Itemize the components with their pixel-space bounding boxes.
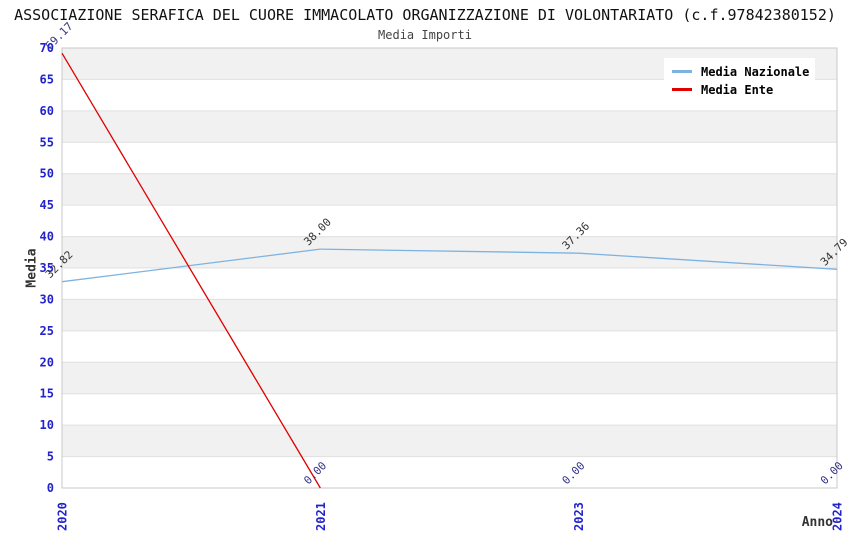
plot-stripe — [62, 268, 837, 300]
series-line — [578, 252, 838, 270]
plot-stripe — [62, 205, 837, 237]
legend-item-media-nazionale: Media Nazionale — [672, 63, 809, 80]
y-tick-label: 25 — [40, 324, 54, 338]
y-tick-label: 35 — [40, 261, 54, 275]
plot-stripe — [62, 110, 837, 143]
legend-swatch-media-nazionale — [672, 70, 692, 73]
y-axis-label: Media — [24, 248, 40, 288]
legend-label: Media Ente — [701, 82, 774, 97]
y-tick-label: 50 — [40, 167, 54, 181]
y-tick-label: 45 — [40, 198, 54, 212]
y-tick-label: 20 — [40, 355, 54, 369]
plot-stripe — [62, 330, 837, 363]
chart-legend: Media Nazionale Media Ente — [664, 58, 816, 104]
legend-swatch-media-ente — [672, 88, 692, 91]
y-tick-label: 10 — [40, 418, 54, 432]
plot-stripe — [62, 236, 837, 268]
y-tick-label: 55 — [40, 135, 54, 149]
plot-stripe — [62, 393, 837, 426]
page-title: ASSOCIAZIONE SERAFICA DEL CUORE IMMACOLA… — [14, 6, 836, 24]
y-tick-label: 60 — [40, 104, 54, 118]
series-line — [61, 52, 321, 489]
y-tick-label: 15 — [40, 387, 54, 401]
plot-stripe — [62, 362, 837, 394]
series-line — [61, 248, 321, 283]
legend-label: Media Nazionale — [701, 64, 810, 79]
plot-stripe — [62, 425, 837, 457]
x-tick-label: 2023 — [572, 502, 586, 531]
chart-subtitle: Media Importi — [378, 28, 472, 42]
x-tick-label: 2021 — [314, 502, 328, 531]
legend-item-media-ente: Media Ente — [672, 81, 809, 98]
plot-stripe — [62, 142, 837, 174]
plot-border — [61, 47, 838, 489]
x-tick-label: 2024 — [831, 502, 845, 531]
y-tick-label: 40 — [40, 230, 54, 244]
y-tick-label: 70 — [40, 41, 54, 55]
series-line — [320, 248, 579, 254]
plot-stripe — [62, 456, 837, 488]
y-tick-label: 5 — [47, 450, 54, 464]
y-tick-label: 65 — [40, 72, 54, 86]
y-tick-label: 0 — [47, 481, 54, 495]
x-axis-label: Anno — [801, 515, 833, 530]
plot-stripe — [62, 173, 837, 206]
y-tick-label: 30 — [40, 292, 54, 306]
plot-stripe — [62, 299, 837, 331]
x-tick-label: 2020 — [56, 502, 70, 531]
